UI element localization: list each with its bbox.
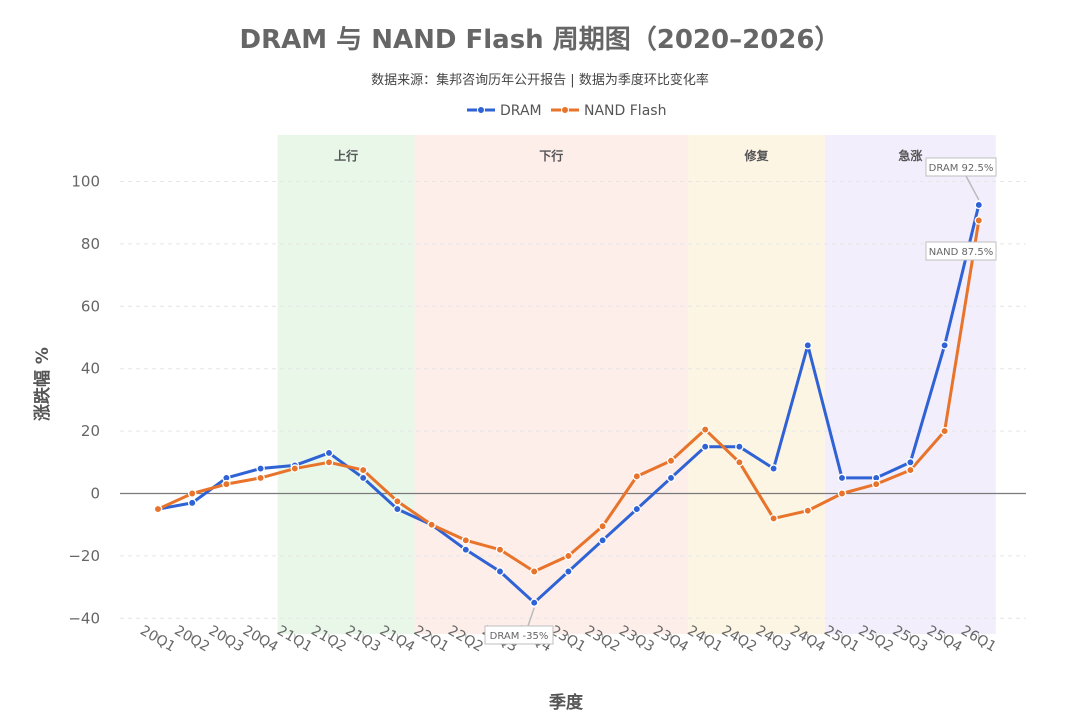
phase-band-3	[688, 135, 825, 634]
annotations: DRAM 92.5% NAND 87.5% DRAM -35%	[484, 157, 997, 645]
data-point-dram	[803, 341, 813, 350]
phase-label-3: 修复	[743, 148, 769, 163]
phase-label-2: 下行	[539, 148, 563, 163]
legend-nand-label: NAND Flash	[584, 103, 666, 119]
data-point-dram	[358, 473, 368, 483]
chart-subtitle: 数据来源：集邦咨询历年公开报告 | 数据为季度环比变化率	[371, 72, 709, 88]
data-point-nand	[564, 551, 573, 561]
data-point-dram	[632, 504, 642, 514]
data-point-nand	[803, 506, 813, 515]
x-axis-title: 季度	[549, 692, 584, 713]
data-point-dram	[666, 473, 676, 483]
data-point-dram	[735, 442, 744, 451]
data-point-nand	[153, 504, 163, 514]
data-point-nand	[940, 426, 949, 436]
legend-item-dram[interactable]: DRAM	[467, 103, 542, 119]
data-point-dram	[256, 464, 265, 473]
annotation-dram-trough: DRAM -35%	[484, 607, 554, 645]
y-tick-label: 40	[81, 360, 100, 378]
data-point-dram	[940, 341, 949, 350]
x-tick-label: 20Q3	[206, 623, 247, 656]
annotation-arrow	[965, 175, 980, 201]
phase-band-4	[824, 135, 996, 634]
y-tick-label: 100	[71, 173, 100, 191]
data-point-nand	[700, 425, 710, 434]
phase-band-2	[414, 135, 689, 634]
annotation-box	[925, 241, 997, 261]
data-point-dram	[974, 200, 984, 210]
data-point-nand	[495, 545, 505, 554]
x-tick-label: 20Q1	[137, 623, 178, 656]
data-point-dram	[906, 458, 915, 467]
data-point-dram	[598, 536, 607, 545]
annotation-dram-peak: DRAM 92.5%	[925, 157, 997, 201]
phase-label-4: 急涨	[898, 148, 922, 163]
legend-nand-marker	[561, 106, 569, 114]
annotation-nand-peak: NAND 87.5%	[925, 241, 997, 261]
y-tick-label: 60	[81, 297, 100, 315]
data-point-nand	[974, 216, 984, 225]
data-point-nand	[256, 473, 265, 483]
y-axis-title: 涨跌幅 %	[32, 347, 53, 421]
phase-band-1	[277, 135, 415, 634]
x-tick-label: 20Q2	[172, 623, 213, 656]
data-point-nand	[358, 465, 368, 475]
data-point-nand	[529, 567, 539, 576]
y-axis: −40 −20 0 20 40 60 80 100	[68, 173, 100, 628]
data-point-dram	[837, 473, 847, 483]
data-point-nand	[324, 458, 334, 467]
y-tick-label: −20	[68, 547, 100, 565]
data-point-nand	[461, 536, 471, 545]
gridlines	[120, 181, 1026, 619]
annotation-label: DRAM 92.5%	[929, 163, 994, 174]
data-point-nand	[769, 514, 778, 523]
data-point-nand	[222, 479, 231, 489]
y-tick-label: 20	[81, 422, 100, 440]
data-point-nand	[666, 456, 676, 465]
data-point-nand	[598, 522, 607, 531]
legend-item-nand[interactable]: NAND Flash	[551, 103, 666, 119]
data-point-nand	[837, 489, 847, 498]
data-point-nand	[735, 458, 744, 467]
phase-label-1: 上行	[334, 148, 358, 163]
legend-dram-marker	[477, 106, 485, 114]
data-point-nand	[427, 520, 436, 529]
data-point-dram	[187, 498, 197, 508]
data-point-dram	[529, 598, 539, 607]
data-point-dram	[564, 567, 573, 576]
annotation-box	[925, 157, 997, 177]
data-point-nand	[906, 465, 915, 475]
legend-dram-label: DRAM	[500, 103, 542, 119]
data-point-dram	[769, 464, 778, 473]
data-point-nand	[632, 472, 642, 481]
annotation-box	[484, 625, 554, 645]
y-tick-label: 0	[90, 485, 100, 503]
chart-title: DRAM 与 NAND Flash 周期图（2020–2026）	[240, 25, 841, 55]
data-point-nand	[290, 464, 300, 473]
y-tick-label: −40	[68, 609, 100, 627]
data-point-dram	[324, 448, 334, 458]
data-point-dram	[461, 545, 471, 554]
data-point-nand	[187, 489, 197, 498]
y-tick-label: 80	[81, 235, 100, 253]
phase-bands: 上行 下行 修复 急涨	[277, 135, 996, 634]
annotation-arrow	[527, 607, 535, 627]
data-point-nand	[393, 497, 402, 506]
data-point-dram	[393, 504, 402, 514]
legend[interactable]: DRAM NAND Flash	[467, 103, 666, 119]
x-tick-label: 20Q4	[240, 623, 281, 656]
series-lines	[153, 200, 984, 607]
data-point-dram	[495, 567, 505, 576]
data-point-dram	[700, 442, 710, 451]
annotation-label: NAND 87.5%	[929, 247, 993, 258]
data-point-nand	[871, 479, 881, 489]
annotation-label: DRAM -35%	[490, 631, 549, 642]
